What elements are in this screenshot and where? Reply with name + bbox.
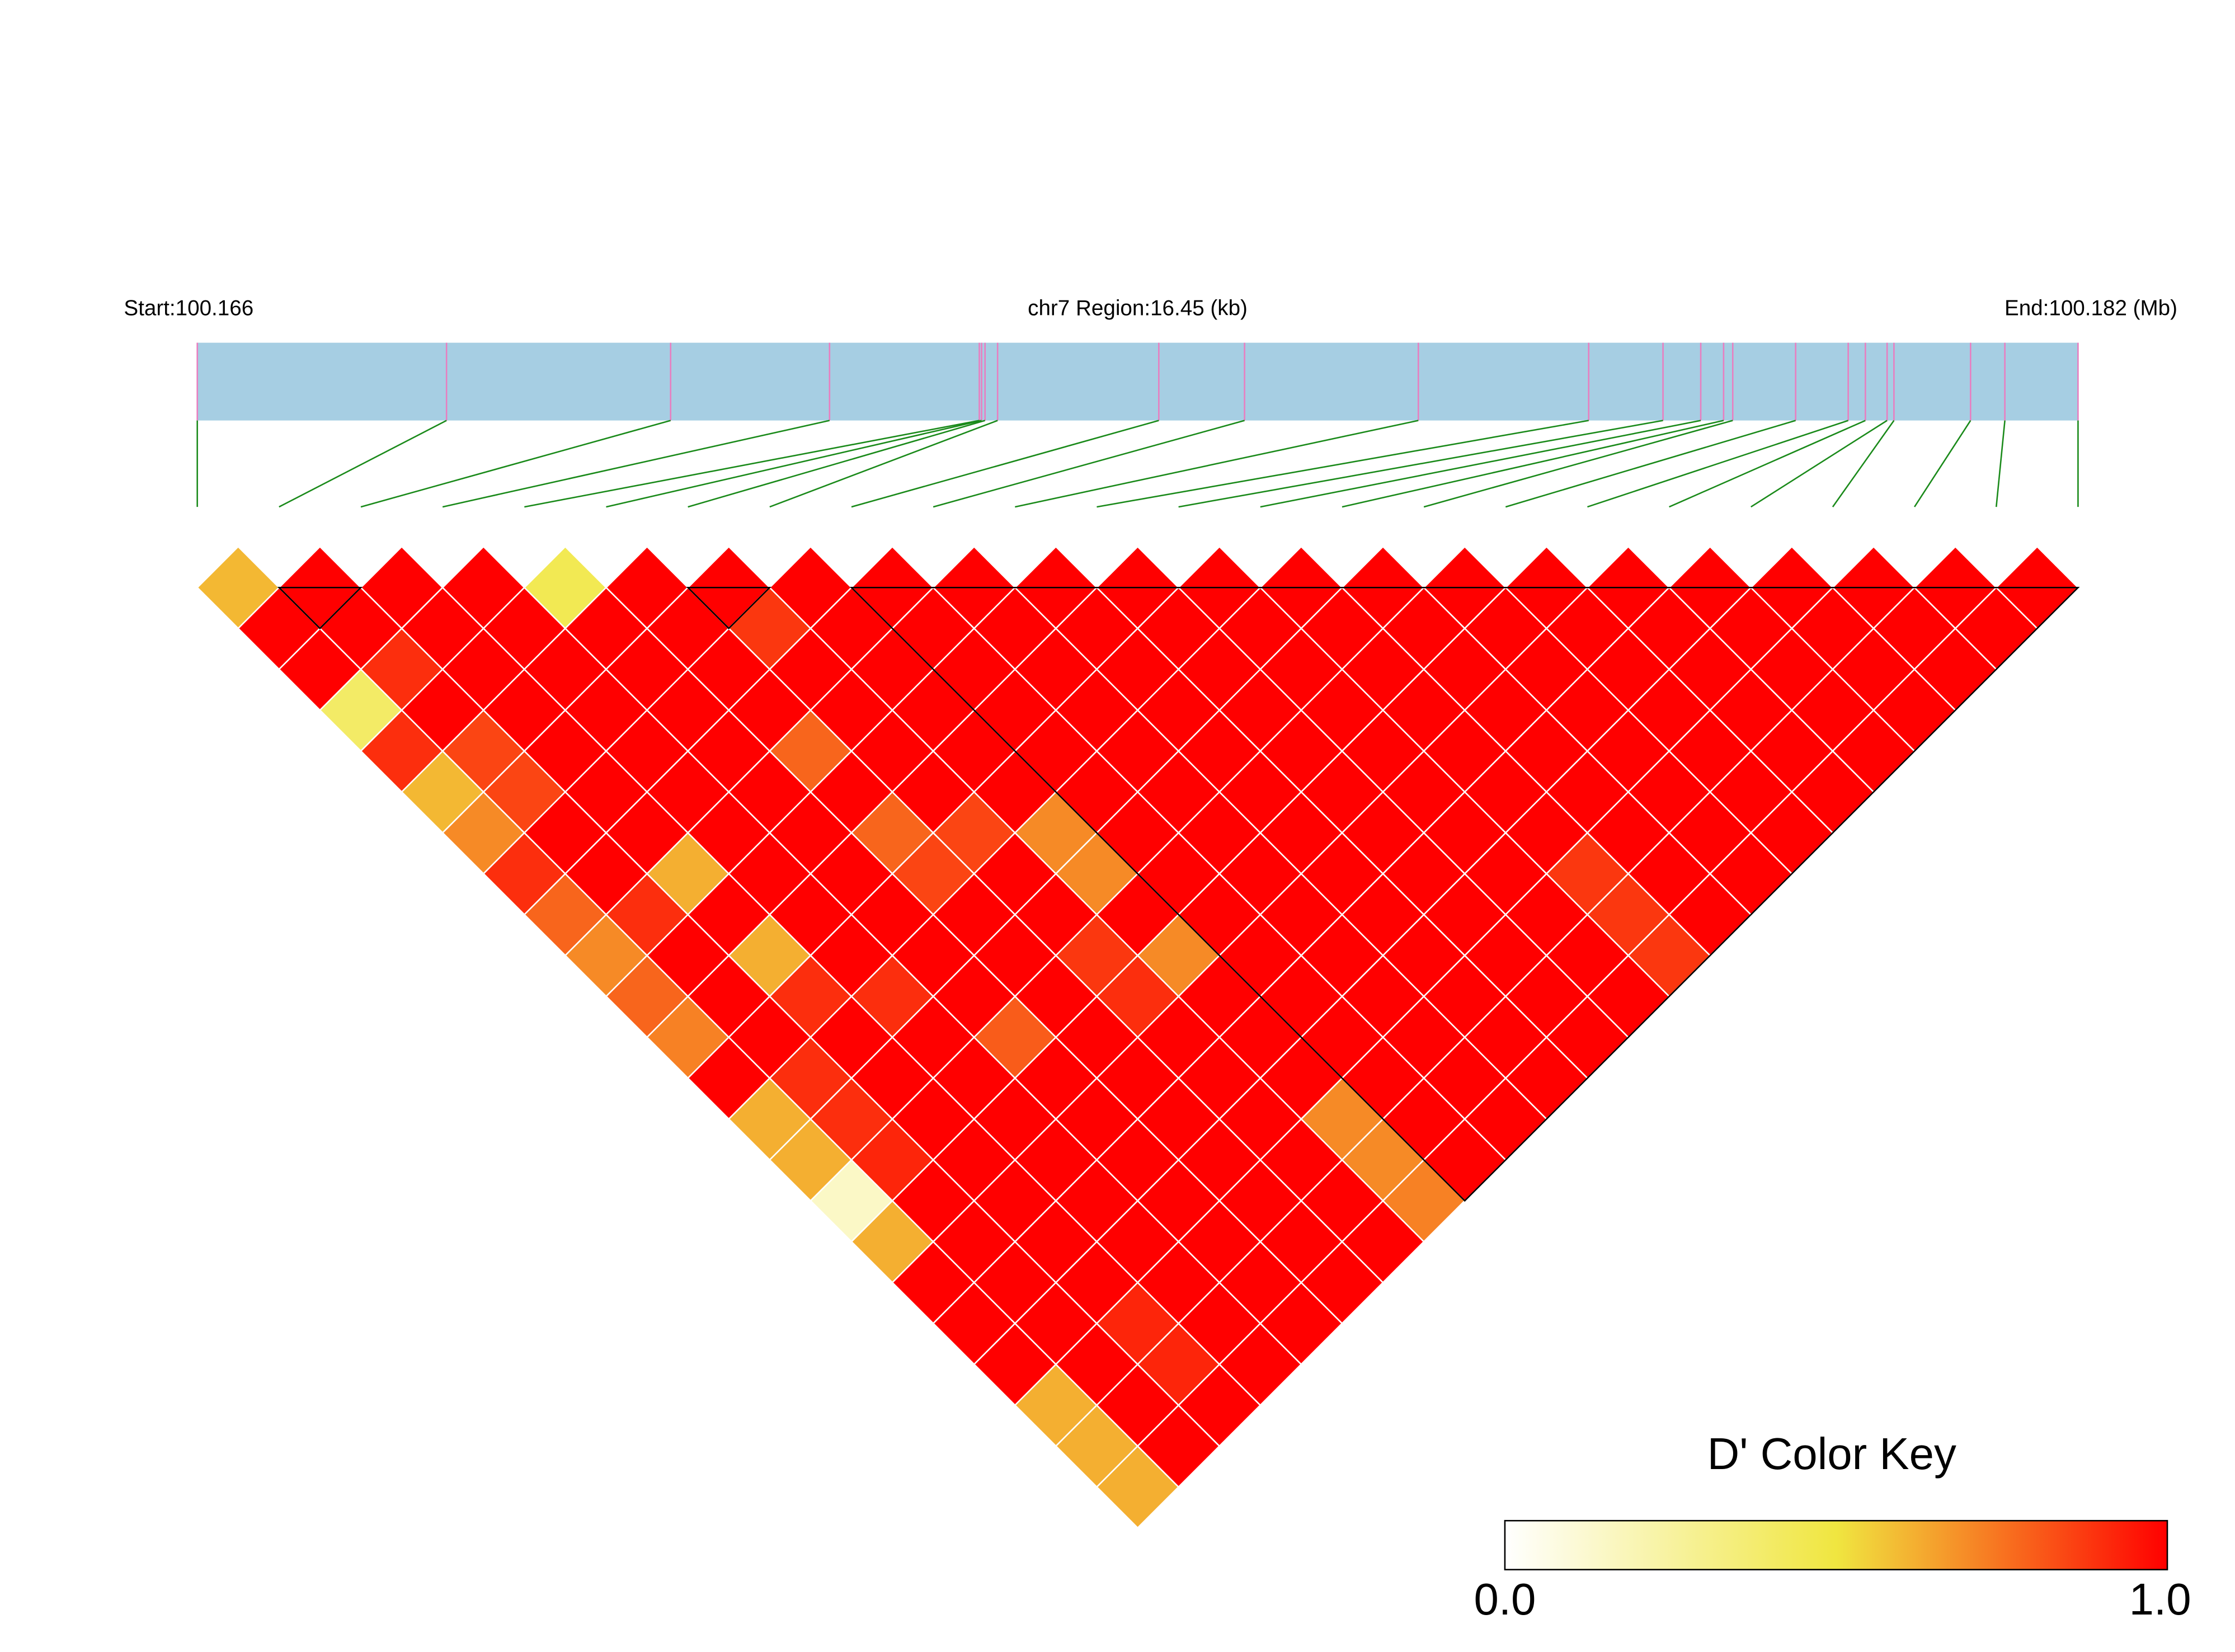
region-label: chr7 Region:16.45 (kb)	[1028, 296, 1248, 321]
end-label: End:100.182 (Mb)	[2005, 296, 2177, 321]
snp-connector	[524, 420, 980, 508]
snp-connector	[1832, 420, 1895, 507]
snp-connector	[688, 420, 986, 508]
snp-connector	[1097, 420, 1589, 508]
snp-connector	[1178, 420, 1663, 508]
snp-connector	[360, 420, 671, 508]
snp-connector	[442, 420, 830, 508]
snp-connector	[769, 420, 998, 508]
snp-connector	[1914, 420, 1971, 507]
ld-block	[686, 586, 771, 630]
snp-connector	[279, 420, 447, 508]
snp-connector	[1669, 420, 1866, 508]
start-label: Start:100.166	[124, 296, 253, 321]
key-tick-label: 0.0	[1474, 1574, 1536, 1624]
snp-connector	[1587, 420, 1849, 508]
ld-block	[849, 586, 2080, 1202]
snp-connector	[1751, 420, 1888, 508]
key-title: D' Color Key	[1707, 1429, 1956, 1479]
color-key	[1504, 1519, 2168, 1571]
snp-connector	[1260, 420, 1701, 508]
snp-connector	[1342, 420, 1724, 508]
ld-block	[277, 586, 363, 630]
gene-bar	[197, 342, 2078, 421]
snp-connector	[1505, 420, 1796, 508]
snp-connector	[606, 420, 982, 508]
snp-connector	[1995, 420, 2006, 507]
snp-connector	[1423, 420, 1733, 508]
snp-connector	[851, 420, 1159, 508]
key-tick-label: 1.0	[2129, 1574, 2191, 1624]
snp-connector	[1015, 420, 1419, 508]
snp-connector	[933, 420, 1245, 508]
